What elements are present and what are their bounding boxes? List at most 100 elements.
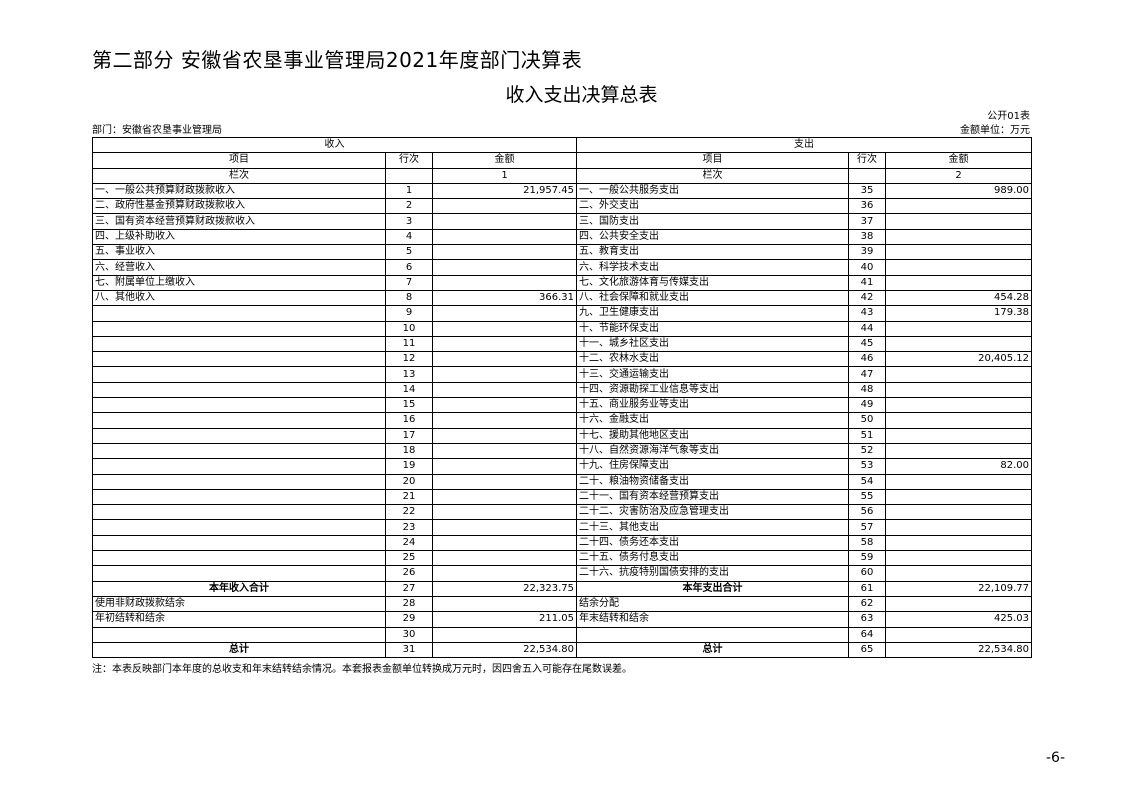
expense-amount: 454.28	[885, 289, 1033, 307]
expense-amount: 22,109.77	[885, 580, 1033, 597]
total-row: 总计 31 22,534.80 总计 65 22,534.80	[92, 641, 1033, 659]
income-line: 3	[385, 213, 433, 230]
income-item	[92, 427, 386, 444]
income-line: 30	[385, 626, 433, 643]
income-line: 22	[385, 504, 433, 521]
income-line: 26	[385, 565, 433, 582]
expense-item: 十八、自然资源海洋气象等支出	[576, 442, 850, 460]
income-item: 使用非财政拨款结余	[92, 595, 386, 613]
expense-line-header: 行次	[848, 152, 887, 169]
income-column-label: 栏次	[92, 167, 386, 184]
expense-item: 十一、城乡社区支出	[576, 335, 850, 353]
table-row: 18 十八、自然资源海洋气象等支出 52	[92, 442, 1033, 460]
table-row: 21 二十一、国有资本经营预算支出 55	[92, 488, 1033, 506]
table-row: 四、上级补助收入 4 四、公共安全支出 38	[92, 228, 1033, 246]
income-amount	[431, 488, 578, 506]
table-row: 20 二十、粮油物资储备支出 54	[92, 473, 1033, 490]
income-line: 21	[385, 488, 433, 506]
income-line: 28	[385, 595, 433, 613]
income-amount	[431, 473, 578, 490]
expense-line: 35	[848, 182, 887, 200]
expense-line: 59	[848, 550, 887, 567]
expense-line: 37	[848, 213, 887, 230]
income-item: 六、经营收入	[92, 259, 386, 276]
expense-item: 十六、金融支出	[576, 412, 850, 429]
income-amount	[431, 397, 578, 414]
income-line: 1	[385, 182, 433, 200]
expense-item: 总计	[576, 641, 850, 659]
expense-line: 39	[848, 244, 887, 261]
income-item	[92, 504, 386, 521]
table-row: 17 十七、援助其他地区支出 51	[92, 427, 1033, 444]
income-expense-table: 收入 支出 项目 行次 金额 项目 行次 金额 栏次 1 栏次 2 一、一般公共…	[91, 136, 1033, 659]
table-row: 13 十三、交通运输支出 47	[92, 366, 1033, 383]
expense-item: 二十五、债务付息支出	[576, 550, 850, 567]
income-line: 16	[385, 412, 433, 429]
table-row: 16 十六、金融支出 50	[92, 412, 1033, 429]
income-amount	[431, 305, 578, 322]
expense-amount	[885, 412, 1033, 429]
table-row: 一、一般公共预算财政拨款收入 1 21,957.45 一、一般公共服务支出 35 989.…	[92, 182, 1033, 200]
expense-header: 支出	[576, 136, 1033, 154]
income-line: 10	[385, 320, 433, 337]
page-title: 第二部分 安徽省农垦事业管理局2021年度部门决算表	[92, 48, 583, 72]
table-row: 二、政府性基金预算财政拨款收入 2 二、外交支出 36	[92, 198, 1033, 215]
income-column-index: 1	[431, 167, 578, 184]
expense-line: 52	[848, 442, 887, 460]
income-item	[92, 366, 386, 383]
income-item: 五、事业收入	[92, 244, 386, 261]
table-row: 八、其他收入 8 366.31 八、社会保障和就业支出 42 454.28	[92, 289, 1033, 307]
expense-item: 三、国防支出	[576, 213, 850, 230]
expense-line: 55	[848, 488, 887, 506]
expense-line: 62	[848, 595, 887, 613]
expense-line: 63	[848, 611, 887, 628]
income-line: 19	[385, 458, 433, 475]
income-line: 27	[385, 580, 433, 597]
expense-line: 45	[848, 335, 887, 353]
income-item	[92, 565, 386, 582]
column-header-row: 项目 行次 金额 项目 行次 金额	[92, 152, 1033, 169]
expense-amount	[885, 259, 1033, 276]
income-amount: 22,534.80	[431, 641, 578, 659]
expense-line: 51	[848, 427, 887, 444]
income-line: 17	[385, 427, 433, 444]
expense-item: 十、节能环保支出	[576, 320, 850, 337]
expense-line: 44	[848, 320, 887, 337]
income-line: 4	[385, 228, 433, 246]
income-line: 12	[385, 351, 433, 368]
expense-line: 50	[848, 412, 887, 429]
income-line: 5	[385, 244, 433, 261]
expense-line: 41	[848, 274, 887, 291]
income-item	[92, 381, 386, 399]
expense-item: 二十三、其他支出	[576, 519, 850, 536]
expense-column-index: 2	[885, 167, 1033, 184]
expense-line: 42	[848, 289, 887, 307]
table-title: 收入支出决算总表	[505, 84, 658, 106]
expense-item: 十三、交通运输支出	[576, 366, 850, 383]
empty-cell	[385, 167, 433, 184]
income-line: 29	[385, 611, 433, 628]
expense-amount	[885, 442, 1033, 460]
income-amount	[431, 198, 578, 215]
income-item	[92, 473, 386, 490]
table-row: 25 二十五、债务付息支出 59	[92, 550, 1033, 567]
department-label: 部门：安徽省农垦事业管理局	[92, 125, 222, 136]
expense-item: 八、社会保障和就业支出	[576, 289, 850, 307]
income-item-header: 项目	[92, 152, 386, 169]
page-number: -6-	[1046, 750, 1066, 766]
table-row: 10 十、节能环保支出 44	[92, 320, 1033, 337]
income-amount	[431, 427, 578, 444]
income-line: 9	[385, 305, 433, 322]
income-amount	[431, 504, 578, 521]
income-amount	[431, 442, 578, 460]
expense-item: 二十一、国有资本经营预算支出	[576, 488, 850, 506]
income-amount: 366.31	[431, 289, 578, 307]
income-item	[92, 442, 386, 460]
expense-line: 47	[848, 366, 887, 383]
expense-item: 一、一般公共服务支出	[576, 182, 850, 200]
expense-amount	[885, 488, 1033, 506]
table-row: 五、事业收入 5 五、教育支出 39	[92, 244, 1033, 261]
expense-line: 61	[848, 580, 887, 597]
expense-item: 二十二、灾害防治及应急管理支出	[576, 504, 850, 521]
